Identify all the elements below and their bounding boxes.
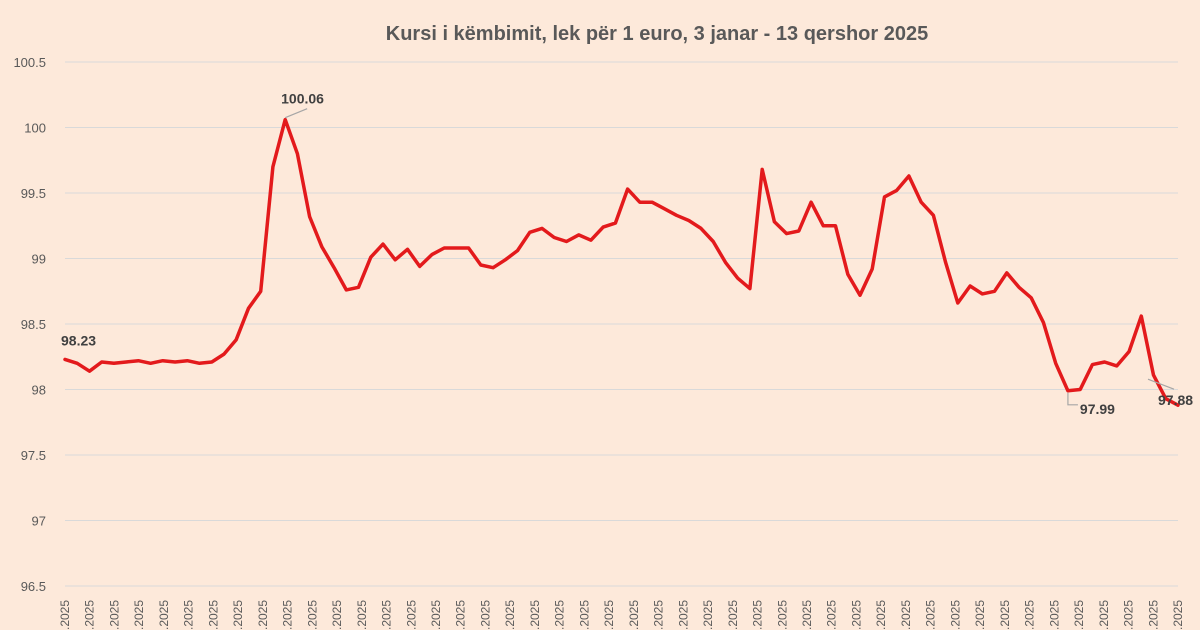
data-label: 98.23 (61, 332, 96, 348)
y-tick-label: 98 (32, 383, 46, 398)
gridlines (65, 61, 1178, 587)
y-tick-label: 97.5 (21, 448, 46, 463)
y-tick-label: 100 (24, 121, 46, 136)
x-tick-label: .2025 (305, 600, 319, 630)
x-tick-label: .2025 (627, 600, 641, 630)
x-tick-label: .2025 (256, 600, 270, 630)
y-tick-label: 99.5 (21, 186, 46, 201)
x-tick-label: .2025 (1146, 600, 1160, 630)
x-tick-label: .2025 (107, 600, 121, 630)
data-label-leader (1147, 378, 1175, 390)
y-tick-label: 98.5 (21, 317, 46, 332)
x-tick-label: .2025 (404, 600, 418, 630)
y-axis-ticks: 96.5 97 97.5 98 98.5 99 99.5 100 100.5 (13, 55, 46, 594)
x-tick-label: .2025 (1047, 600, 1061, 630)
x-tick-label: .2025 (231, 600, 245, 630)
x-tick-label: .2025 (281, 600, 295, 630)
x-tick-label: .2025 (652, 600, 666, 630)
series-layer (63, 117, 1180, 407)
x-tick-label: .2025 (380, 600, 394, 630)
x-tick-label: .2025 (355, 600, 369, 630)
x-tick-label: .2025 (1171, 600, 1185, 630)
x-tick-label: .2025 (429, 600, 443, 630)
x-axis-ticks: .2025 .2025 .2025 .2025 .2025 .2025 .2025 .2025… (58, 600, 1185, 630)
x-tick-label: .2025 (800, 600, 814, 630)
chart-title: Kursi i këmbimit, lek për 1 euro, 3 jana… (386, 23, 928, 45)
x-tick-label: .2025 (751, 600, 765, 630)
x-tick-label: .2025 (676, 600, 690, 630)
y-tick-label: 100.5 (13, 55, 46, 70)
data-label: 100.06 (281, 91, 324, 107)
x-tick-label: .2025 (849, 600, 863, 630)
x-tick-label: .2025 (157, 600, 171, 630)
x-tick-label: .2025 (948, 600, 962, 630)
x-tick-label: .2025 (577, 600, 591, 630)
x-tick-label: .2025 (206, 600, 220, 630)
data-label-leader (1067, 392, 1078, 406)
x-tick-label: .2025 (775, 600, 789, 630)
x-tick-label: .2025 (528, 600, 542, 630)
data-label: 97.99 (1080, 401, 1115, 417)
x-tick-label: .2025 (132, 600, 146, 630)
x-tick-label: .2025 (58, 600, 72, 630)
data-label: 97.88 (1158, 392, 1193, 408)
x-tick-label: .2025 (998, 600, 1012, 630)
x-tick-label: .2025 (973, 600, 987, 630)
x-tick-label: .2025 (602, 600, 616, 630)
x-tick-label: .2025 (1072, 600, 1086, 630)
x-tick-label: .2025 (1097, 600, 1111, 630)
x-tick-label: .2025 (454, 600, 468, 630)
x-tick-label: .2025 (924, 600, 938, 630)
x-tick-label: .2025 (701, 600, 715, 630)
x-tick-label: .2025 (1122, 600, 1136, 630)
x-tick-label: .2025 (825, 600, 839, 630)
data-label-leader (284, 108, 308, 119)
data-labels: 98.23 100.06 97.99 97.88 (61, 91, 1193, 417)
series-line (63, 117, 1180, 407)
x-tick-label: .2025 (1023, 600, 1037, 630)
x-tick-label: .2025 (726, 600, 740, 630)
x-tick-label: .2025 (553, 600, 567, 630)
x-tick-label: .2025 (899, 600, 913, 630)
x-tick-label: .2025 (330, 600, 344, 630)
y-tick-label: 97 (32, 514, 46, 529)
x-tick-label: .2025 (874, 600, 888, 630)
x-tick-label: .2025 (83, 600, 97, 630)
x-tick-label: .2025 (182, 600, 196, 630)
x-tick-label: .2025 (478, 600, 492, 630)
y-tick-label: 99 (32, 252, 46, 267)
x-tick-label: .2025 (503, 600, 517, 630)
y-tick-label: 96.5 (21, 579, 46, 594)
